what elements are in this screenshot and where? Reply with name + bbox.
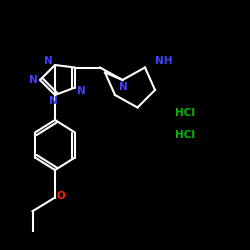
Text: N: N — [120, 82, 128, 92]
Text: HCl: HCl — [175, 130, 195, 140]
Text: N: N — [77, 86, 86, 96]
Text: N: N — [44, 56, 53, 66]
Text: N: N — [28, 75, 38, 85]
Text: NH: NH — [155, 56, 172, 66]
Text: HCl: HCl — [175, 108, 195, 118]
Text: N: N — [50, 96, 58, 106]
Text: O: O — [56, 191, 65, 201]
